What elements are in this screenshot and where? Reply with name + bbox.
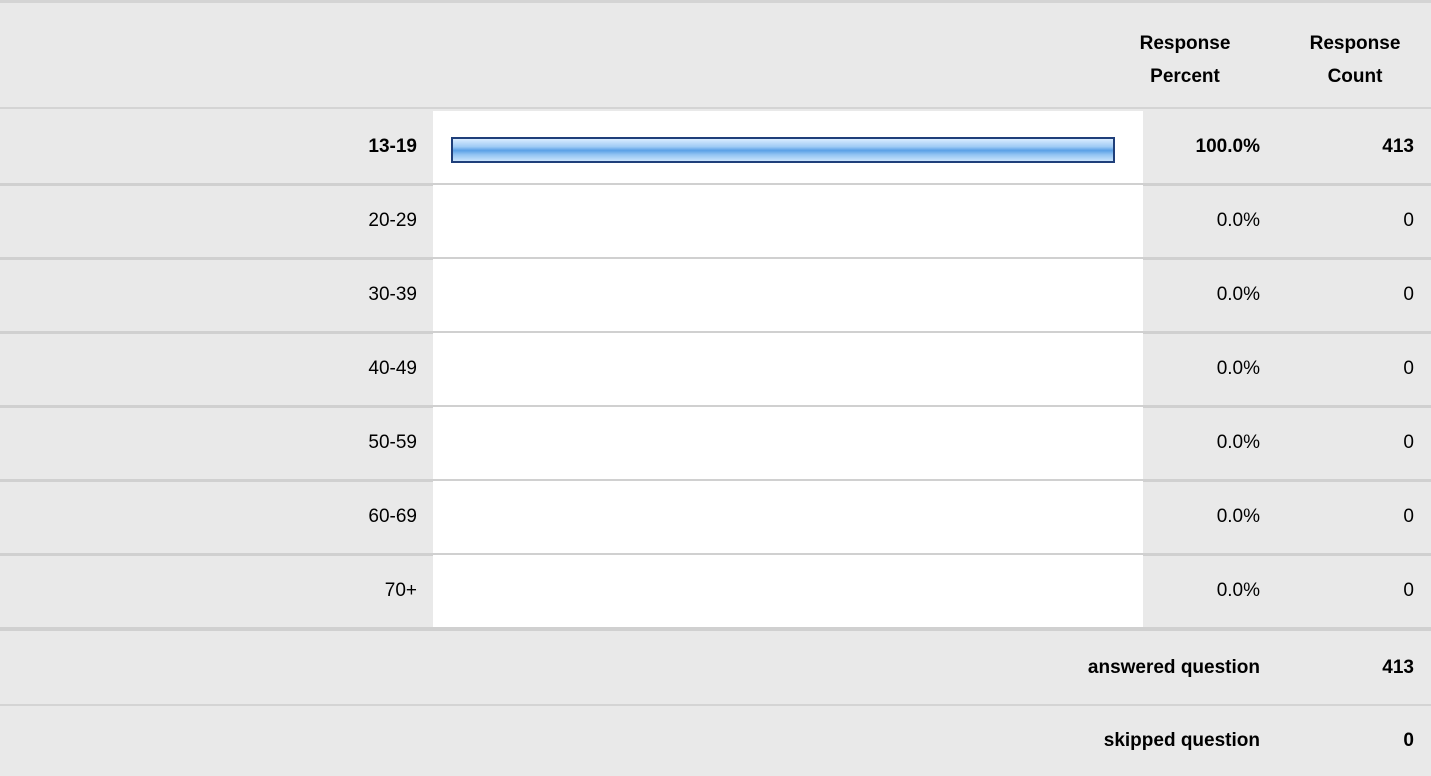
bar-cell: [433, 481, 1143, 553]
category-label: 50-59: [0, 432, 417, 454]
header-count-line2: Count: [1290, 60, 1420, 93]
bar-cell: [433, 407, 1143, 479]
count-value: 0: [1280, 284, 1414, 306]
percent-value: 0.0%: [1110, 284, 1260, 306]
table-row: 70+ 0.0% 0: [0, 555, 1431, 627]
bar: [451, 137, 1115, 163]
table-row: 60-69 0.0% 0: [0, 481, 1431, 553]
count-value: 0: [1280, 580, 1414, 602]
header-response-percent: Response Percent: [1110, 27, 1260, 93]
header-percent-line1: Response: [1110, 27, 1260, 60]
skipped-value: 0: [1280, 730, 1414, 752]
skipped-row: skipped question 0: [0, 706, 1431, 776]
answered-label: answered question: [0, 657, 1260, 679]
header-percent-line2: Percent: [1110, 60, 1260, 93]
table-row: 50-59 0.0% 0: [0, 407, 1431, 479]
bar-cell: [433, 333, 1143, 405]
table-row: 20-29 0.0% 0: [0, 185, 1431, 257]
count-value: 0: [1280, 210, 1414, 232]
percent-value: 0.0%: [1110, 358, 1260, 380]
skipped-label: skipped question: [0, 730, 1260, 752]
category-label: 13-19: [0, 136, 417, 158]
answered-value: 413: [1280, 657, 1414, 679]
header-response-count: Response Count: [1290, 27, 1420, 93]
category-label: 60-69: [0, 506, 417, 528]
table-row: 30-39 0.0% 0: [0, 259, 1431, 331]
percent-value: 0.0%: [1110, 506, 1260, 528]
percent-value: 0.0%: [1110, 580, 1260, 602]
count-value: 0: [1280, 506, 1414, 528]
bar-cell: [433, 259, 1143, 331]
category-label: 20-29: [0, 210, 417, 232]
answered-row: answered question 413: [0, 632, 1431, 704]
category-label: 30-39: [0, 284, 417, 306]
category-label: 40-49: [0, 358, 417, 380]
table-row: 40-49 0.0% 0: [0, 333, 1431, 405]
table-row: 13-19 100.0% 413: [0, 111, 1431, 183]
count-value: 0: [1280, 358, 1414, 380]
table-header: Response Percent Response Count: [0, 0, 1431, 109]
count-value: 413: [1280, 136, 1414, 158]
count-value: 0: [1280, 432, 1414, 454]
bar-cell: [433, 111, 1143, 183]
percent-value: 100.0%: [1110, 136, 1260, 158]
bar-cell: [433, 185, 1143, 257]
bar-cell: [433, 555, 1143, 627]
category-label: 70+: [0, 580, 417, 602]
row-divider: [0, 627, 1431, 631]
header-count-line1: Response: [1290, 27, 1420, 60]
percent-value: 0.0%: [1110, 432, 1260, 454]
percent-value: 0.0%: [1110, 210, 1260, 232]
